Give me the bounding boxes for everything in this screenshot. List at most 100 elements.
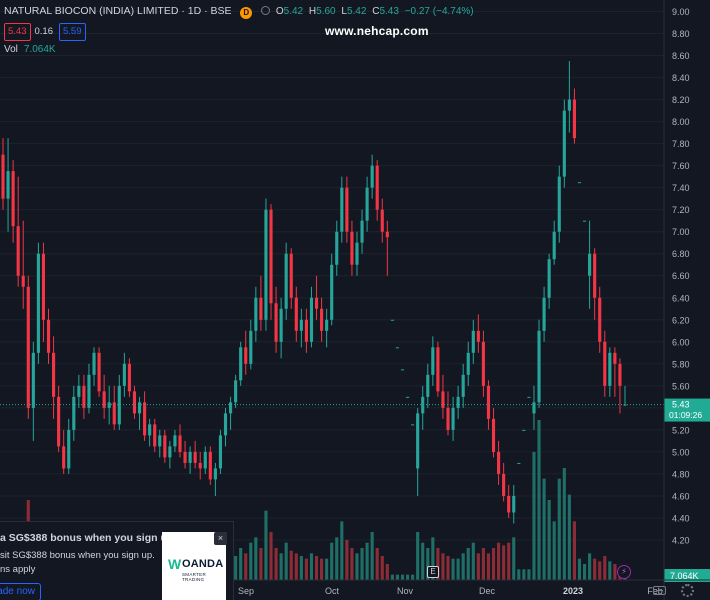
- candle: [97, 347, 101, 397]
- price-tick-label: 8.20: [672, 95, 690, 105]
- candle-body: [244, 347, 248, 364]
- candle: [107, 385, 111, 425]
- candle: [264, 198, 268, 331]
- delayed-data-badge[interactable]: D: [240, 7, 253, 19]
- candle-body: [350, 231, 354, 265]
- candle: [486, 380, 491, 430]
- time-tick-label: Sep: [238, 586, 254, 596]
- sell-price-button[interactable]: 5.43: [4, 23, 31, 41]
- candle: [299, 308, 303, 348]
- candle: [577, 182, 582, 184]
- volume-bar: [421, 542, 425, 580]
- volume-bar: [309, 553, 314, 580]
- volume-bar: [380, 556, 384, 580]
- countdown-label: 01:09:26: [669, 410, 702, 420]
- volume-bar: [476, 553, 480, 580]
- candle: [436, 341, 440, 397]
- volume-bar: [289, 550, 293, 580]
- candle: [57, 385, 61, 452]
- candle-body: [532, 402, 536, 414]
- volume-legend[interactable]: Vol 7.064K: [4, 43, 56, 57]
- candle: [193, 440, 197, 469]
- candle: [72, 385, 76, 441]
- candle: [41, 242, 46, 342]
- candle-body: [582, 220, 587, 222]
- candle-body: [405, 396, 410, 398]
- candle: [46, 308, 51, 364]
- candle-body: [517, 462, 521, 464]
- price-tick-label: 5.20: [672, 425, 690, 435]
- candle-body: [168, 446, 172, 458]
- trade-now-button[interactable]: ade now: [0, 583, 41, 600]
- auto-fit-icon[interactable]: [653, 586, 666, 595]
- last-price-label: 5.43: [672, 400, 690, 410]
- lightning-icon[interactable]: ⚡: [617, 565, 631, 579]
- candle-body: [143, 402, 147, 436]
- volume-bar: [370, 532, 374, 580]
- candle: [52, 336, 56, 419]
- gear-icon[interactable]: [681, 584, 694, 597]
- candle-body: [426, 374, 430, 397]
- watermark-text: www.nehcap.com: [325, 24, 429, 38]
- candle-body: [370, 165, 374, 188]
- candle: [608, 347, 612, 397]
- candle: [178, 424, 182, 458]
- candle-body: [593, 253, 597, 298]
- earnings-marker[interactable]: E: [427, 566, 439, 578]
- candle: [143, 391, 147, 441]
- candle: [289, 248, 293, 309]
- volume-value: 7.064K: [23, 44, 56, 55]
- candle-body: [385, 231, 389, 238]
- candle: [335, 220, 339, 276]
- candle: [92, 347, 96, 386]
- candle-body: [137, 402, 142, 414]
- volume-bar: [325, 558, 329, 580]
- candle: [127, 358, 131, 397]
- volume-bar: [537, 420, 541, 580]
- candle: [87, 363, 91, 414]
- buy-price-button[interactable]: 5.59: [59, 23, 86, 41]
- candle: [309, 286, 314, 348]
- price-tick-label: 6.60: [672, 271, 690, 281]
- quote-row: 5.43 0.16 5.59: [4, 23, 90, 41]
- candle-body: [279, 308, 283, 342]
- volume-bar: [491, 548, 496, 580]
- eye-icon[interactable]: [261, 6, 271, 15]
- candle-body: [314, 297, 319, 309]
- candle-body: [309, 297, 314, 342]
- candle-body: [57, 396, 61, 447]
- candle-body: [228, 402, 233, 414]
- candle: [294, 286, 298, 342]
- candle: [598, 286, 602, 353]
- volume-bar: [360, 548, 364, 580]
- volume-bar: [562, 468, 566, 580]
- candle: [234, 374, 238, 408]
- symbol-legend[interactable]: NATURAL BIOCON (INDIA) LIMITED · 1D · BS…: [4, 4, 474, 19]
- candle-body: [476, 330, 480, 342]
- volume-bar: [234, 556, 238, 580]
- candle-body: [213, 468, 217, 480]
- candle-body: [345, 187, 349, 232]
- symbol-title[interactable]: NATURAL BIOCON (INDIA) LIMITED · 1D · BS…: [4, 5, 232, 17]
- candle-body: [395, 347, 400, 349]
- candle: [198, 451, 202, 480]
- candle: [441, 374, 445, 419]
- oanda-ad-banner[interactable]: a SG$388 bonus when you sign up. sit SG$…: [0, 521, 234, 600]
- candle: [350, 220, 354, 276]
- candle-body: [603, 341, 607, 386]
- volume-bar: [567, 494, 571, 580]
- candle: [314, 275, 319, 320]
- candle-body: [502, 473, 506, 496]
- candle-body: [456, 396, 460, 408]
- candle-body: [158, 435, 162, 447]
- volume-bar: [254, 537, 258, 580]
- volume-bar: [320, 558, 324, 580]
- close-icon[interactable]: ×: [214, 532, 227, 545]
- candle-body: [92, 352, 96, 375]
- volume-bar: [456, 558, 460, 580]
- candle-body: [613, 352, 617, 364]
- candle: [244, 330, 248, 375]
- time-tick-label: Nov: [397, 586, 414, 596]
